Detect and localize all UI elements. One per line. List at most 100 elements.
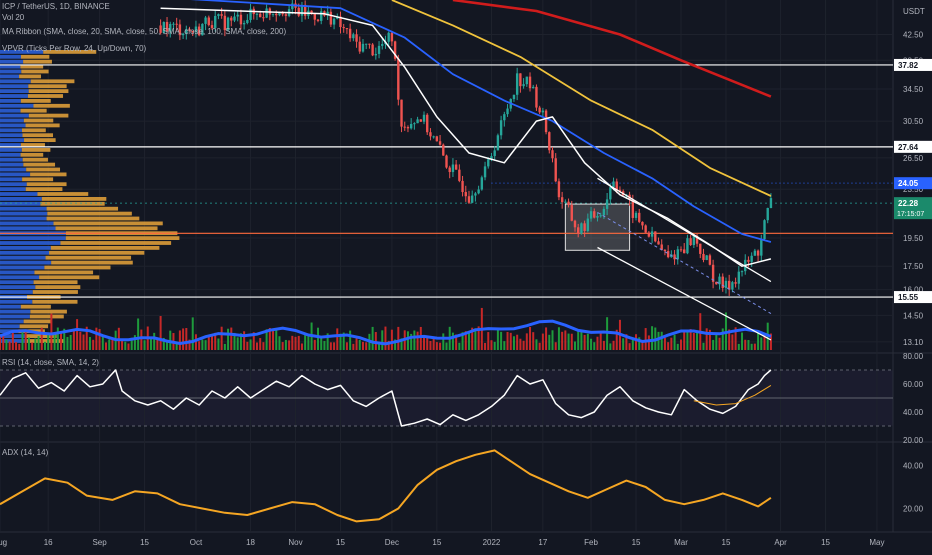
vpvr-up-bar	[0, 157, 23, 162]
volume-bar	[76, 319, 79, 350]
rsi-axis-tick: 80.00	[903, 352, 924, 361]
vpvr-down-bar	[28, 113, 69, 118]
candle-body	[271, 13, 275, 15]
vpvr-down-bar	[32, 290, 78, 294]
vpvr-legend[interactable]: VPVR (Ticks Per Row, 24, Up/Down, 70)	[2, 44, 147, 53]
volume-bar	[557, 327, 560, 350]
volume-bar	[522, 340, 525, 350]
volume-bar	[252, 332, 255, 350]
symbol-legend[interactable]: ICP / TetherUS, 1D, BINANCE	[2, 2, 110, 11]
volume-bar	[718, 337, 721, 350]
volume-bar	[15, 342, 18, 350]
candle-body	[284, 14, 288, 16]
candle-body	[750, 255, 753, 262]
volume-bar	[734, 327, 737, 350]
volume-bar	[760, 337, 763, 350]
volume-bar	[329, 342, 332, 350]
vpvr-up-bar	[0, 275, 40, 280]
vpvr-down-bar	[44, 265, 111, 270]
volume-bar	[11, 332, 14, 350]
candle-body	[769, 198, 773, 208]
candle-body	[249, 8, 252, 20]
volume-bar	[660, 331, 663, 350]
volume-bar	[464, 331, 467, 350]
time-axis-tick: Sep	[92, 538, 107, 547]
vpvr-up-bar	[0, 152, 21, 157]
vpvr-up-bar	[0, 206, 47, 211]
candle-body	[589, 211, 593, 219]
vpvr-up-bar	[0, 108, 21, 113]
candle-body	[454, 164, 458, 170]
candle-body	[689, 238, 692, 246]
candle-body	[313, 14, 316, 20]
ma-ribbon-legend[interactable]: MA Ribbon (SMA, close, 20, SMA, close, 5…	[2, 27, 287, 36]
candle-body	[474, 193, 477, 196]
candles	[159, 0, 773, 296]
candle-body	[435, 136, 439, 142]
vpvr-up-bar	[0, 290, 33, 294]
volume-bar	[763, 334, 766, 350]
vol-legend[interactable]: Vol 20	[2, 13, 25, 22]
volume-bar	[586, 333, 589, 350]
price-axis-unit: USDT	[903, 7, 925, 16]
volume-bar	[204, 340, 207, 350]
candle-body	[577, 227, 580, 234]
candle-body	[580, 223, 583, 234]
vpvr-up-bar	[0, 270, 35, 275]
volume-bar	[313, 339, 316, 350]
volume-bar	[602, 340, 605, 350]
volume-bar	[365, 342, 368, 350]
vpvr-up-bar	[0, 246, 51, 250]
volume-bar	[95, 327, 98, 350]
volume-bar	[178, 330, 181, 350]
volume-bar	[233, 332, 236, 350]
adx-axis-tick: 40.00	[903, 462, 924, 471]
vpvr-up-bar	[0, 236, 66, 240]
vpvr-up-bar	[0, 123, 26, 128]
vpvr-up-bar	[0, 50, 44, 54]
volume-bar	[278, 336, 281, 350]
candle-body	[239, 14, 243, 25]
volume-bar	[24, 331, 27, 350]
volume-bar	[0, 335, 1, 350]
volume-bar	[194, 334, 197, 350]
volume-bar	[18, 343, 21, 350]
candle-body	[162, 22, 166, 33]
candle-body	[339, 16, 342, 28]
candle-body	[226, 17, 230, 31]
volume-bar	[60, 332, 63, 350]
vpvr-down-bar	[20, 54, 50, 59]
price-axis-tick: 23.50	[903, 185, 924, 194]
volume-bar	[268, 327, 271, 350]
candle-body	[419, 119, 423, 122]
adx-legend[interactable]: ADX (14, 14)	[2, 448, 49, 457]
volume-bar	[458, 342, 461, 350]
volume-bar	[686, 330, 689, 350]
candle-body	[663, 249, 667, 252]
vpvr-down-bar	[53, 221, 163, 226]
volume-bar	[413, 330, 416, 350]
rsi-legend[interactable]: RSI (14, close, SMA, 14, 2)	[2, 358, 99, 367]
volume-bar	[378, 341, 381, 350]
volume-bar	[477, 326, 480, 350]
vpvr-down-bar	[60, 241, 172, 245]
volume-bar	[381, 330, 384, 350]
volume-bar	[406, 331, 409, 350]
volume-bar	[554, 342, 557, 350]
volume-bar	[573, 341, 576, 350]
volume-bar	[140, 329, 143, 350]
vpvr-up-bar	[0, 187, 26, 191]
candle-body	[390, 32, 394, 42]
volume-bar	[227, 328, 230, 350]
volume-bar	[121, 339, 124, 350]
volume-bar	[615, 329, 618, 350]
vpvr-down-bar	[50, 246, 160, 250]
volume-bar	[31, 342, 34, 350]
candle-body	[352, 34, 355, 39]
price-axis-tick: 17.50	[903, 262, 924, 271]
vpvr-down-bar	[46, 216, 140, 221]
vpvr-down-bar	[20, 143, 45, 147]
volume-bar	[599, 332, 602, 350]
